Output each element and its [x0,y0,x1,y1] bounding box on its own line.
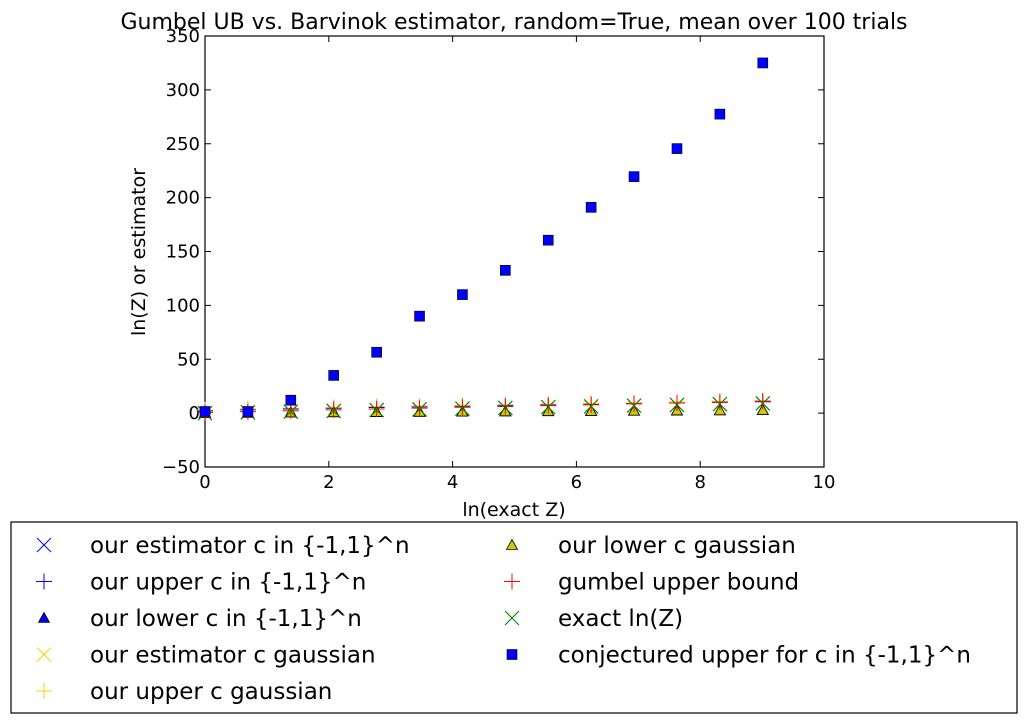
data-point [283,404,299,419]
data-point [585,202,597,213]
data-point [755,396,771,411]
data-point [368,401,385,418]
legend-label: conjectured upper for c in {-1,1}^n [558,643,971,669]
data-point [457,289,468,300]
data-point [497,398,514,415]
data-point [583,399,599,414]
legend-marker [504,573,520,590]
x-tick-label: 0 [199,472,210,493]
data-point [626,395,643,412]
chart-title: Gumbel UB vs. Barvinok estimator, random… [120,10,907,35]
data-point [285,394,297,406]
legend-item: our upper c gaussian [36,679,332,705]
legend-marker [504,610,520,626]
legend-item: our lower c gaussian [505,533,796,559]
x-tick-label: 10 [813,472,836,493]
data-point [325,401,342,418]
data-point [455,401,470,416]
legend-item: gumbel upper bound [504,570,799,596]
legend-marker [36,647,52,662]
data-point [326,403,342,419]
series-8 [199,57,769,417]
data-point [242,406,254,417]
data-point [712,396,728,412]
y-tick-label: −50 [162,457,200,478]
legend-item: our upper c in {-1,1}^n [36,570,366,596]
legend-label: exact ln(Z) [558,606,683,632]
y-axis-label: ln(Z) or estimator [128,168,150,336]
legend-label: our estimator c in {-1,1}^n [90,533,410,559]
data-point [714,108,726,120]
legend-item: our estimator c gaussian [36,643,376,669]
legend-item: our lower c in {-1,1}^n [37,606,362,632]
legend-item: conjectured upper for c in {-1,1}^n [506,643,971,669]
x-axis-label: ln(exact Z) [462,499,565,521]
data-point [412,402,427,417]
data-point [671,143,683,154]
y-tick-label: 0 [189,403,200,424]
y-tick-label: 50 [177,349,200,370]
plot-frame [204,35,825,468]
x-tick-label: 2 [323,472,334,493]
data-point [711,394,728,411]
data-point [371,346,382,358]
data-point [454,399,471,416]
y-tick-label: 250 [166,134,200,155]
legend-marker [36,537,52,553]
data-point [500,265,511,276]
y-tick-label: 200 [166,188,200,209]
legend: our estimator c in {-1,1}^n our upper c i… [10,521,1018,714]
legend-label: our upper c in {-1,1}^n [90,570,366,596]
y-tick-label: 350 [166,26,200,47]
legend-label: gumbel upper bound [558,570,799,596]
x-tick-label: 4 [447,472,458,493]
data-point [497,400,513,416]
legend-marker [36,573,52,590]
x-tick-label: 8 [694,472,705,493]
y-tick-label: 300 [166,80,200,101]
data-point [542,234,554,246]
legend-label: our lower c in {-1,1}^n [90,606,362,632]
data-point [757,57,769,69]
legend-marker [505,538,519,550]
legend-label: our upper c gaussian [90,679,332,705]
legend-item: our estimator c in {-1,1}^n [36,533,410,559]
legend-frame [10,521,1018,714]
y-tick-label: 100 [166,295,200,316]
data-point [540,397,557,414]
data-markers [197,57,771,421]
data-point [199,406,211,417]
legend-marker [36,683,52,699]
legend-marker [506,649,518,660]
data-point [756,403,769,415]
data-point [628,171,640,182]
data-point [669,397,685,413]
data-point [411,400,428,417]
y-tick-label: 150 [166,242,200,263]
x-tick-label: 6 [571,472,582,493]
data-point [414,310,425,322]
data-point [754,393,771,410]
data-point [328,370,339,381]
legend-label: our estimator c gaussian [90,643,376,669]
data-point [626,398,642,414]
legend-label: our lower c gaussian [558,533,796,559]
legend-item: exact ln(Z) [504,606,683,632]
data-point [540,399,556,415]
data-point [583,396,600,413]
legend-marker [37,611,51,623]
data-point [668,394,685,411]
data-point [369,402,385,418]
